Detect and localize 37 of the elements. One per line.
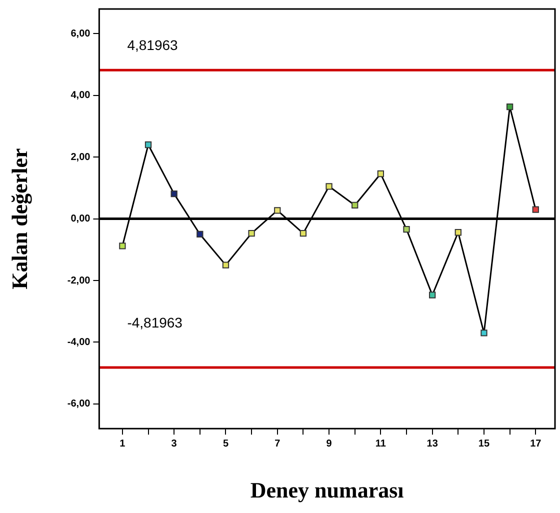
x-tick-label: 9: [326, 438, 332, 450]
x-tick-label: 3: [171, 438, 178, 450]
x-tick-label: 1: [120, 438, 126, 450]
point: [274, 207, 281, 214]
point: [300, 230, 307, 237]
y-tick-label: -4,00: [67, 336, 91, 348]
point: [532, 206, 539, 213]
x-tick-label: 15: [478, 438, 490, 450]
y-tick-label: 4,00: [70, 90, 91, 102]
point: [377, 170, 384, 178]
point: [326, 183, 332, 190]
ref-line-label: -4,81963: [127, 314, 183, 330]
point: [144, 141, 152, 148]
y-tick-label: 6,00: [70, 28, 91, 40]
point: [403, 226, 410, 233]
point: [170, 190, 178, 198]
x-tick-label: 13: [426, 438, 438, 450]
ref-line-label: 4,81963: [127, 37, 178, 54]
y-tick-label: 0,00: [70, 214, 91, 225]
point: [222, 262, 230, 268]
y-tick-label: -6,00: [67, 398, 91, 410]
y-tick-label: 2,00: [70, 152, 91, 163]
point: [429, 292, 436, 298]
point: [352, 202, 358, 209]
point: [248, 230, 255, 237]
x-tick-label: 7: [274, 438, 281, 450]
y-axis-title: Kalan değerler: [6, 148, 32, 290]
x-tick-label: 5: [222, 438, 229, 450]
point: [119, 242, 126, 250]
point: [454, 229, 462, 236]
y-tick-label: -2,00: [67, 275, 91, 286]
x-axis-title: Deney numarası: [250, 477, 404, 502]
x-tick-label: 17: [530, 438, 542, 450]
point: [506, 103, 514, 110]
point: [196, 230, 204, 238]
point: [480, 330, 488, 336]
x-tick-label: 11: [375, 438, 386, 450]
